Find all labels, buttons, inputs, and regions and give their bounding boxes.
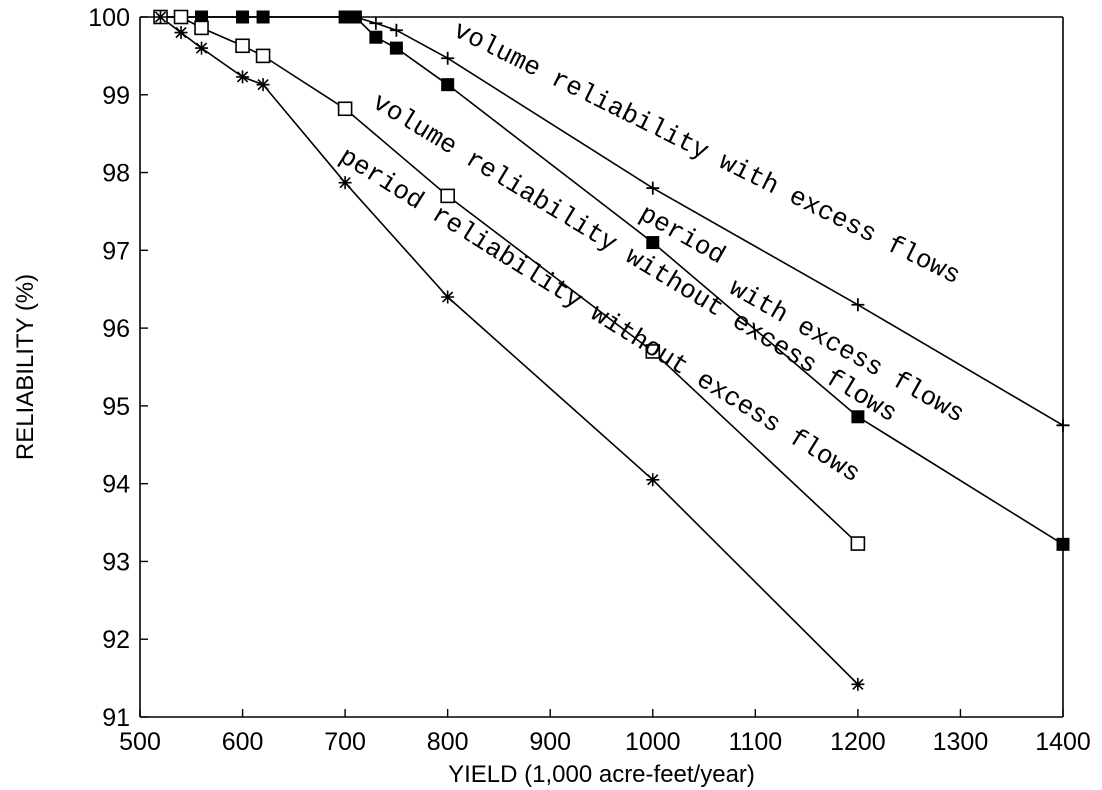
marker-star bbox=[154, 10, 168, 24]
y-tick-label: 96 bbox=[102, 315, 130, 343]
marker-filled-square bbox=[369, 30, 383, 44]
marker-star bbox=[236, 70, 250, 84]
axis-ticks: 500 600 700 800 900 1000 1100 1200 1300 1400 91 92 9… bbox=[88, 4, 1091, 756]
x-tick-label: 1200 bbox=[830, 728, 886, 756]
marker-filled-square bbox=[195, 10, 209, 24]
marker-open-square bbox=[440, 188, 455, 204]
marker-plus bbox=[369, 16, 383, 30]
marker-plus bbox=[1056, 418, 1070, 432]
marker-star bbox=[256, 78, 270, 92]
marker-filled-square bbox=[236, 10, 250, 24]
x-tick-label: 1000 bbox=[625, 728, 681, 756]
y-tick-label: 95 bbox=[102, 393, 130, 421]
x-tick-label: 700 bbox=[324, 728, 366, 756]
marker-star bbox=[174, 26, 188, 40]
marker-star bbox=[338, 176, 352, 190]
y-tick-label: 94 bbox=[102, 471, 130, 499]
marker-filled-square bbox=[851, 410, 865, 424]
marker-filled-square bbox=[646, 236, 660, 250]
marker-filled-square bbox=[338, 10, 352, 24]
marker-plus bbox=[851, 298, 865, 312]
x-tick-label: 500 bbox=[119, 728, 161, 756]
x-tick-label: 1100 bbox=[728, 728, 782, 756]
y-axis-title: RELIABILITY (%) bbox=[12, 274, 39, 460]
marker-filled-square bbox=[348, 10, 362, 24]
x-axis-title: YIELD (1,000 acre-feet/year) bbox=[448, 761, 755, 788]
y-tick-label: 97 bbox=[102, 237, 130, 265]
marker-filled-square bbox=[441, 78, 455, 92]
y-tick-label: 92 bbox=[102, 626, 130, 654]
marker-plus bbox=[441, 51, 455, 65]
series-line-4 bbox=[160, 16, 859, 685]
marker-star bbox=[441, 290, 455, 304]
x-tick-label: 900 bbox=[529, 728, 571, 756]
y-tick-label: 98 bbox=[102, 160, 130, 188]
marker-open-square bbox=[850, 536, 866, 551]
marker-open-square bbox=[255, 48, 271, 64]
marker-filled-square bbox=[1056, 537, 1070, 551]
curve-label-volume-without: volume reliability without excess flows bbox=[367, 87, 903, 429]
y-tick-label: 99 bbox=[102, 82, 130, 110]
marker-open-square bbox=[645, 344, 661, 359]
marker-open-square bbox=[194, 20, 209, 36]
x-tick-label: 1400 bbox=[1035, 728, 1091, 756]
y-tick-label: 93 bbox=[102, 548, 130, 576]
axes bbox=[139, 16, 1064, 718]
marker-open-square bbox=[235, 38, 250, 54]
y-tick-label: 100 bbox=[88, 4, 130, 32]
marker-star bbox=[646, 473, 660, 487]
marker-open-square bbox=[337, 101, 353, 117]
x-tick-label: 1300 bbox=[933, 728, 989, 756]
marker-plus bbox=[389, 23, 403, 37]
marker-filled-square bbox=[389, 41, 403, 55]
marker-star bbox=[195, 41, 209, 55]
marker-star bbox=[851, 677, 865, 691]
series-markers bbox=[153, 9, 1070, 691]
x-tick-label: 600 bbox=[222, 728, 264, 756]
marker-filled-square bbox=[256, 10, 270, 24]
y-tick-label: 91 bbox=[102, 704, 130, 732]
series-line-1 bbox=[160, 16, 1064, 427]
marker-plus bbox=[646, 181, 660, 195]
curve-labels: volume reliability with excess flows per… bbox=[334, 15, 970, 489]
marker-open-square bbox=[173, 9, 189, 25]
x-tick-label: 800 bbox=[427, 728, 469, 756]
